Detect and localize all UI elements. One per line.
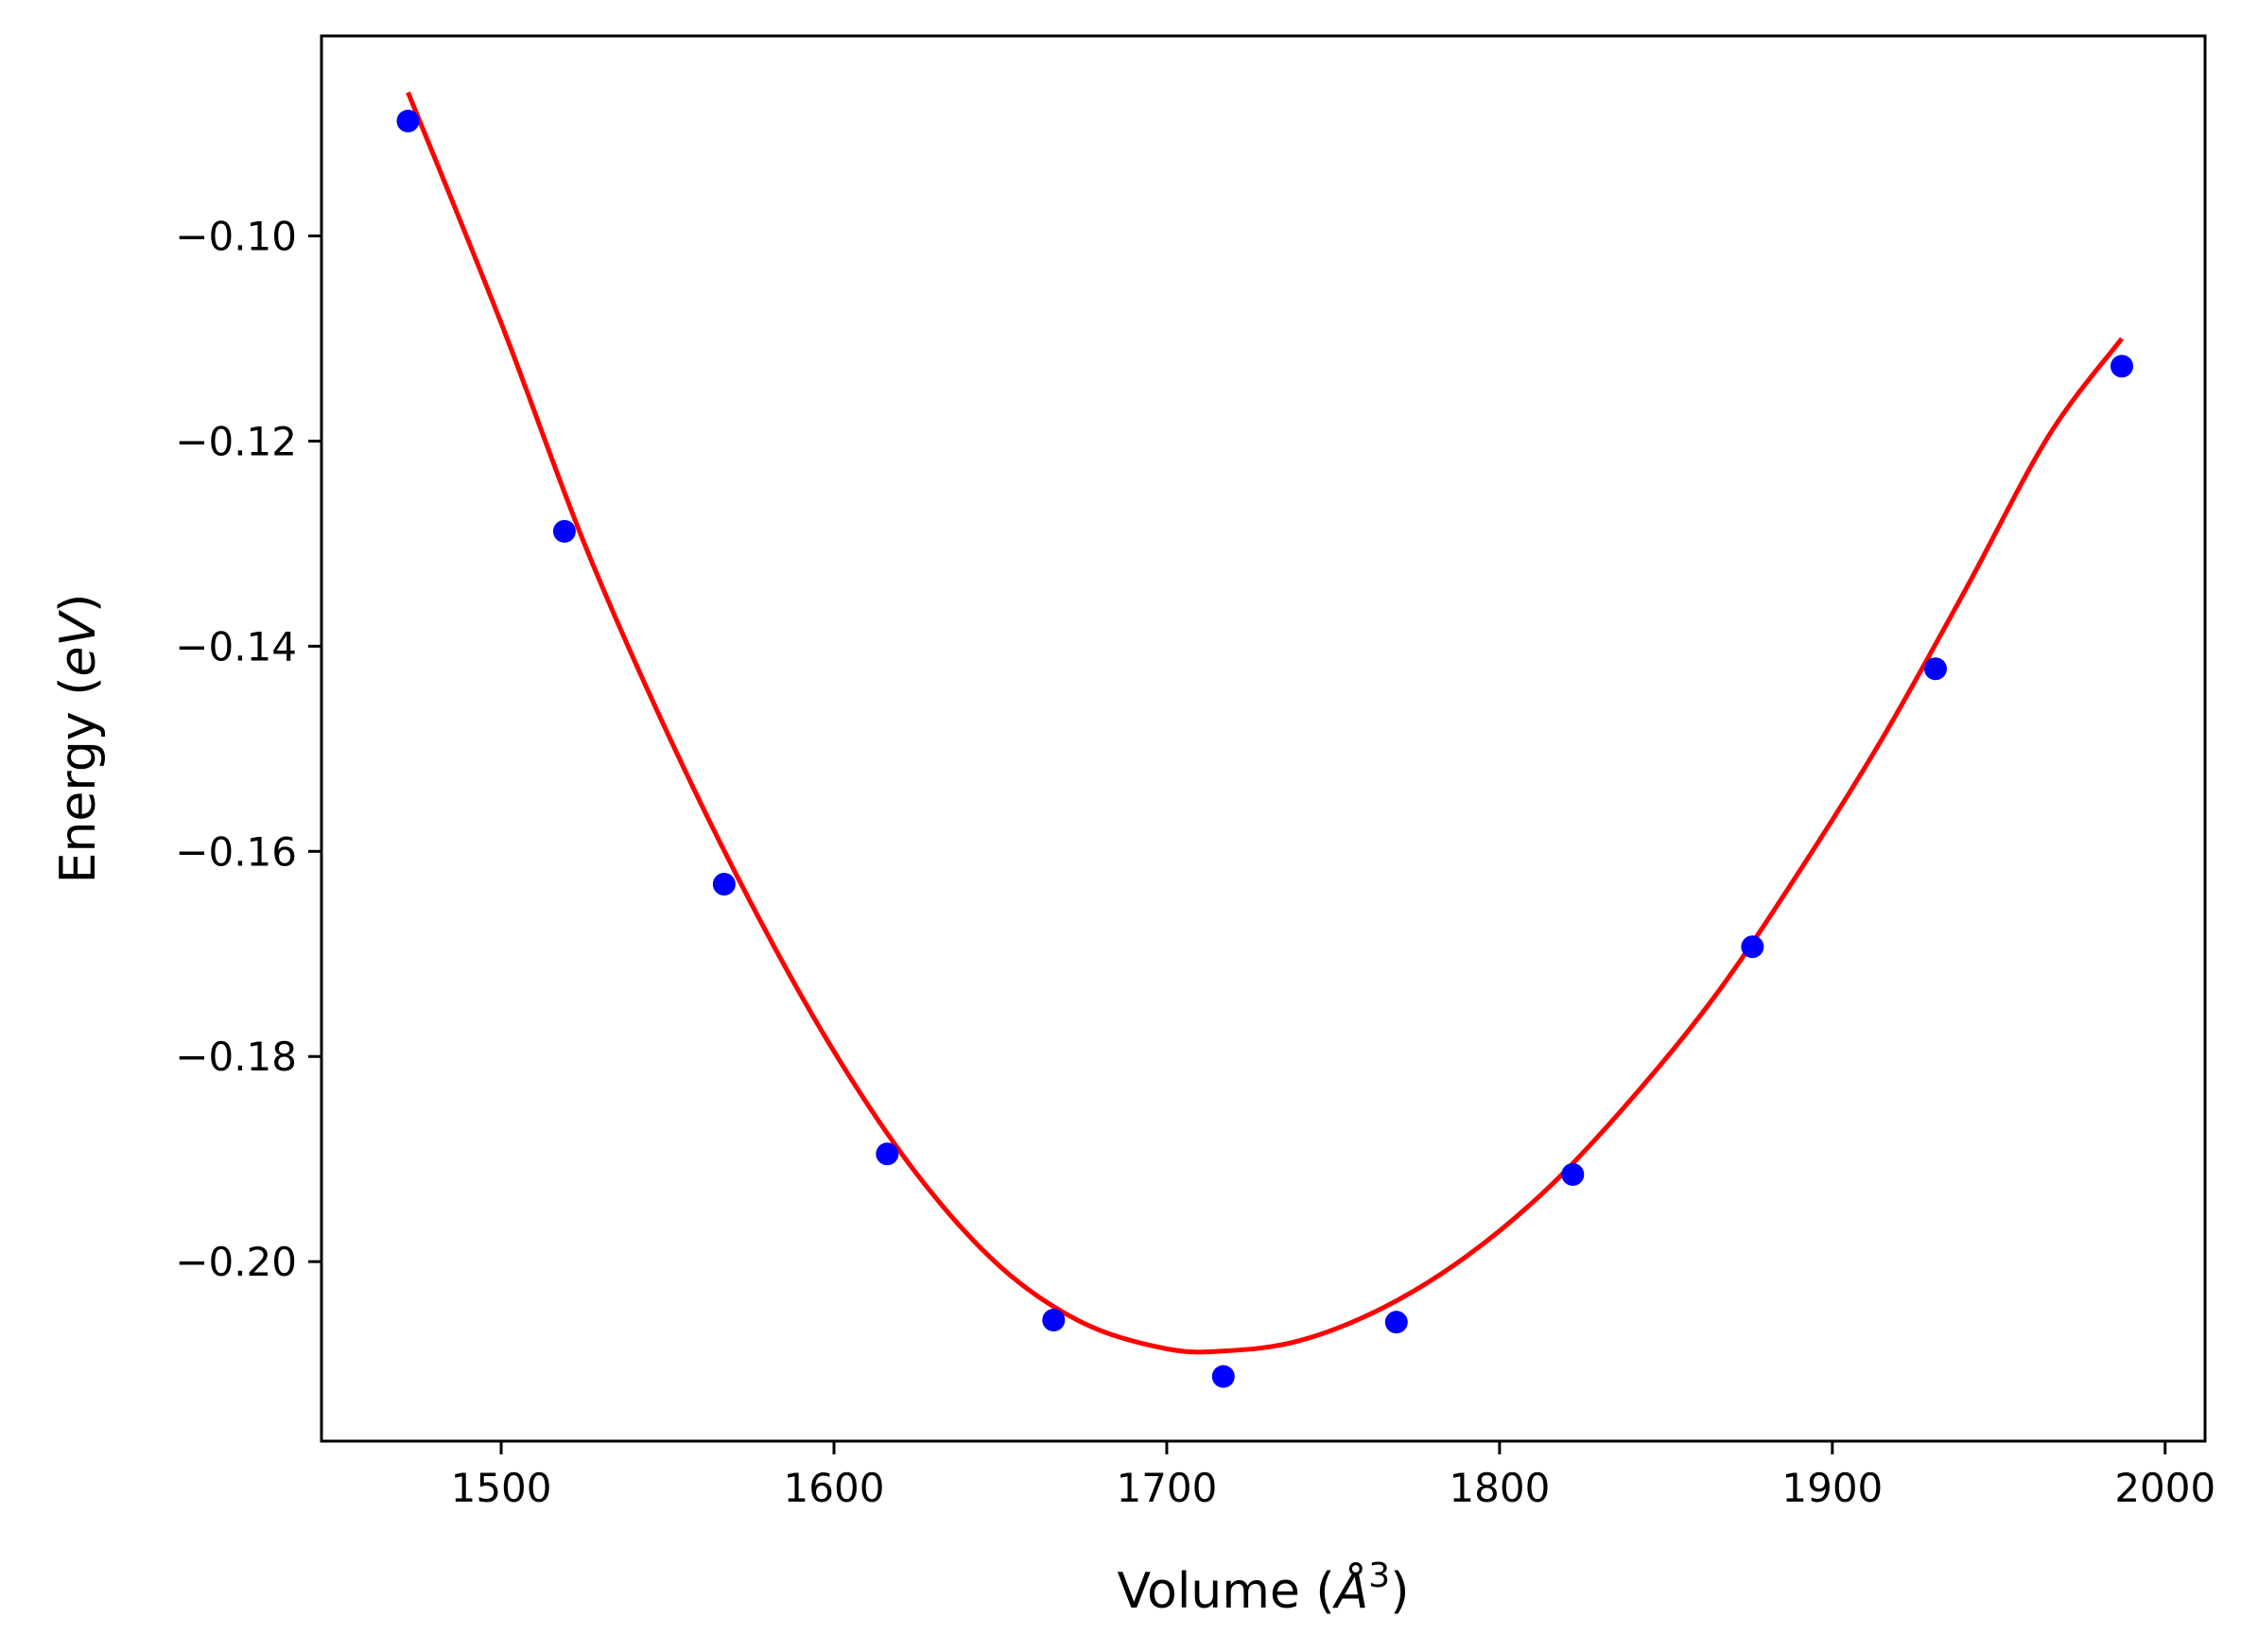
- y-axis-label-text: Energy (: [50, 677, 107, 884]
- y-tick-label: −0.12: [175, 418, 297, 464]
- data-points-layer: [396, 110, 2134, 1388]
- y-axis-label-close: ): [50, 594, 107, 613]
- plot-frame: [320, 34, 2207, 1443]
- x-tick-label: 2000: [2114, 1465, 2215, 1511]
- x-axis-label-symbol: Å: [1332, 1561, 1369, 1620]
- data-point: [1384, 1311, 1408, 1334]
- data-point: [712, 873, 736, 896]
- data-point: [1561, 1162, 1585, 1186]
- x-axis-label-close: ): [1390, 1563, 1409, 1620]
- y-axis-label: Energy (eV): [50, 594, 107, 884]
- fit-curve-line: [406, 91, 2125, 1355]
- y-axis-label-unit: eV: [50, 610, 107, 677]
- x-axis-label-text: Volume (: [1118, 1563, 1335, 1620]
- ticks-layer: 1500 1600 1700 1800 1900 2000 −0.10 −0.12 −0.14 −…: [175, 214, 2215, 1511]
- data-point: [876, 1142, 899, 1166]
- x-tick-label: 1700: [1116, 1465, 1217, 1511]
- y-tick-label: −0.14: [175, 623, 297, 669]
- data-point: [1741, 935, 1764, 959]
- data-point: [1211, 1365, 1235, 1388]
- data-point: [396, 110, 420, 133]
- x-tick-label: 1500: [451, 1465, 552, 1511]
- y-tick-label: −0.20: [175, 1239, 297, 1285]
- data-point: [1923, 657, 1947, 681]
- data-point: [2110, 355, 2134, 378]
- fit-curve-layer: [406, 91, 2125, 1355]
- x-axis-label-exponent: 3: [1368, 1556, 1390, 1595]
- y-tick-label: −0.18: [175, 1034, 297, 1080]
- x-axis-label: Volume (Å3): [1118, 1556, 1410, 1620]
- x-tick-label: 1900: [1781, 1465, 1883, 1511]
- y-tick-label: −0.10: [175, 214, 297, 260]
- y-tick-label: −0.16: [175, 828, 297, 875]
- x-tick-label: 1800: [1449, 1465, 1550, 1511]
- x-tick-label: 1600: [784, 1465, 885, 1511]
- data-point: [1042, 1309, 1066, 1332]
- data-point: [552, 519, 576, 543]
